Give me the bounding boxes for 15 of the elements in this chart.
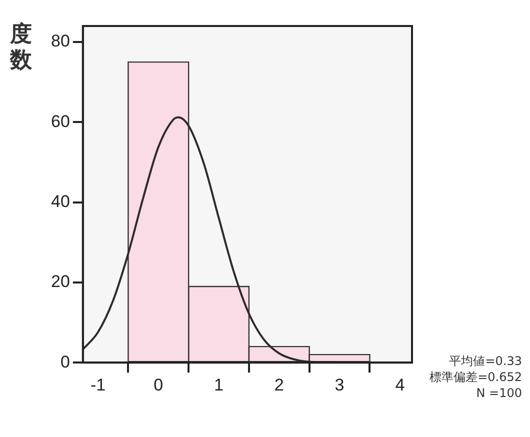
y-tick-label: 60: [50, 112, 70, 131]
y-tick-label: 20: [50, 272, 70, 292]
x-tick-label: 2: [274, 375, 284, 394]
x-tick-label: 1: [214, 375, 224, 394]
y-tick-label: 0: [60, 352, 70, 372]
x-tick-label: 3: [334, 375, 344, 394]
x-tick-label: 4: [395, 375, 405, 394]
text: 標準偏差=0.652: [428, 369, 522, 385]
x-tick-label: -1: [90, 375, 106, 394]
x-tick-label: 0: [154, 375, 164, 394]
y-axis-title: 度数: [10, 22, 33, 74]
text: 平均値=0.33: [448, 353, 522, 369]
y-tick-label: 80: [50, 32, 70, 51]
text: N =100: [475, 385, 522, 401]
y-tick-label: 40: [50, 192, 70, 211]
